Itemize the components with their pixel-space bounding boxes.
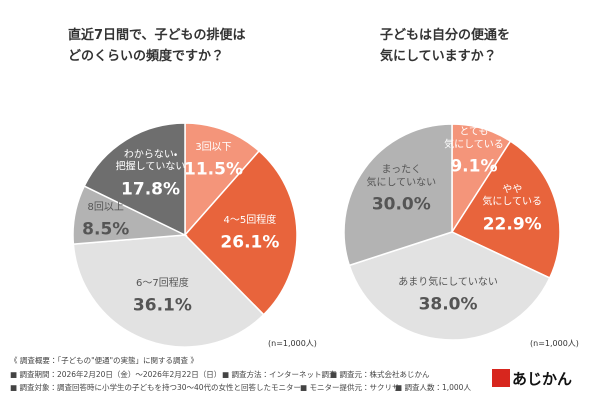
sample-note: (n=1,000人) [530,339,579,348]
value-label: 38.0% [418,293,478,314]
value-label: 8.5% [82,219,130,240]
slice-label: 8回以上 [87,201,124,213]
pie-slice [343,123,453,267]
footer-item: ■ 調査対象：調査回答時に小学生の子どもを持つ30～40代の女性と回答したモニタ… [10,383,302,392]
slice-label: あまり気にしていない [398,276,498,288]
chart-title: 直近7日間で、子どもの排便は どのくらいの頻度ですか？ [68,28,246,64]
value-label: 22.9% [482,214,542,235]
footer-item: ■ 調査方法：インターネット調査 [222,370,337,379]
slice-label: 4〜5回程度 [223,214,277,226]
slice-label: やや 気にしている [482,184,543,208]
chart-title: 子どもは自分の便通を 気にしていますか？ [380,28,511,64]
slice-label: わからない・ 把握していない [115,149,186,173]
value-label: 9.1% [450,156,498,177]
footer-item: ■ モニター提供元：サクリサ [300,383,400,392]
pie-slice [83,122,186,237]
pie-slice [348,231,551,341]
sample-note: (n=1,000人) [268,339,317,348]
logo: あじかん [512,370,573,388]
footer-item: ■ 調査元：株式会社あじかん [330,370,430,379]
value-label: 30.0% [371,194,431,215]
pie-slice [72,234,265,348]
footer-item: ■ 調査人数：1,000人 [395,383,471,392]
value-label: 26.1% [220,232,280,253]
slice-label: とても 気にしている [444,126,504,151]
value-label: 36.1% [132,295,192,316]
pie-slice [450,140,561,279]
slice-label: 3回以下 [195,141,232,153]
slice-label: 6〜7回程度 [136,277,189,289]
pie-slice [184,122,261,237]
slice-label: まったく 気にしていない [366,164,437,189]
logo-mark [492,369,510,387]
footer-item: ■ 調査期間：2026年2月20日（金）～2026年2月22日（日） [10,370,222,379]
pie-slice [183,149,298,316]
value-label: 17.8% [121,179,181,200]
footer-heading: 《 調査概要：「子どもの"便通"の実態」に関する調査 》 [10,356,198,365]
value-label: 11.5% [184,158,243,179]
